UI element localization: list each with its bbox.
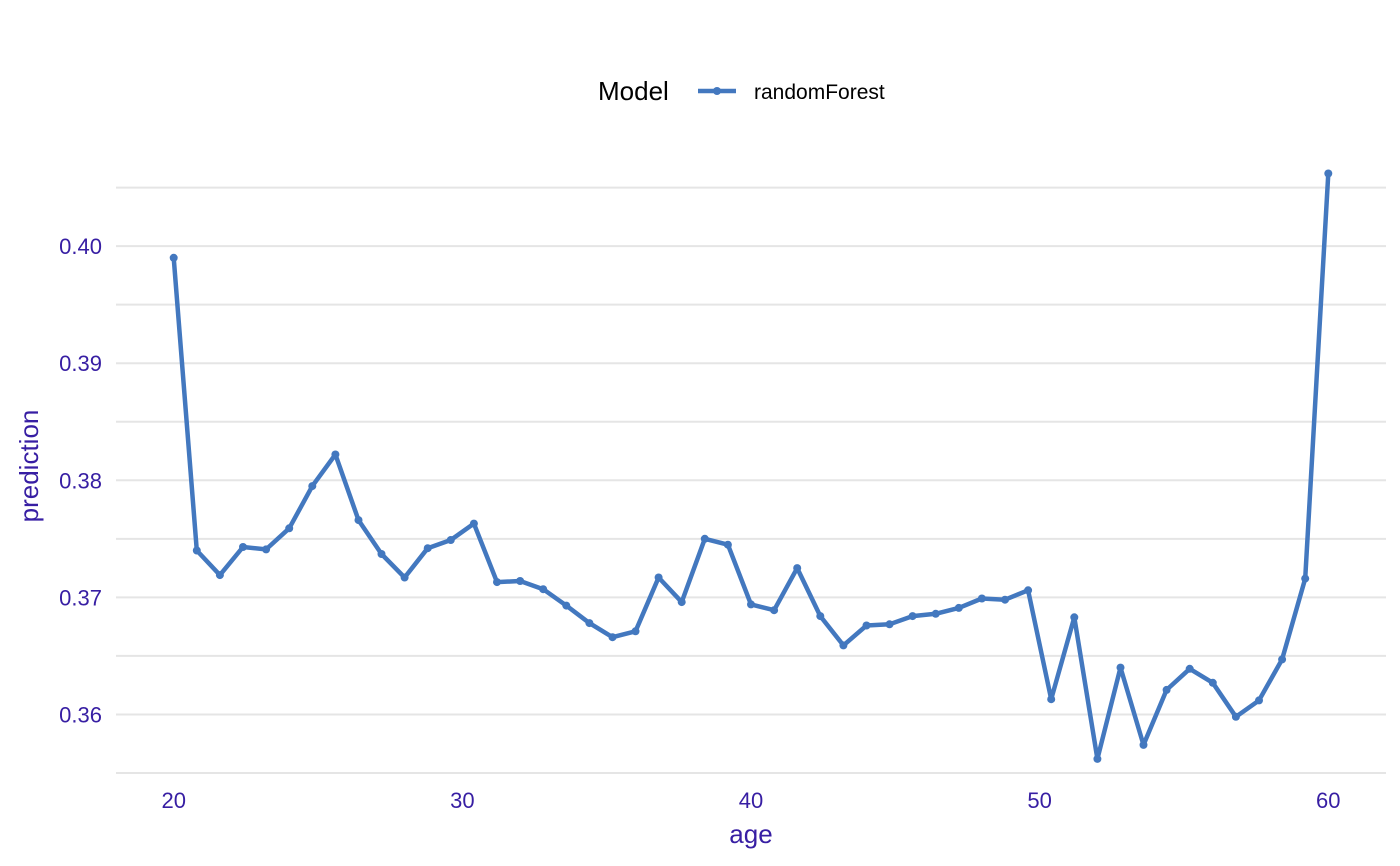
x-axis-ticks: 20 30 40 50 60: [161, 788, 1340, 813]
data-point: [908, 612, 917, 621]
data-point: [862, 621, 871, 630]
data-point: [816, 612, 825, 621]
data-point: [1162, 685, 1171, 694]
data-point: [608, 633, 617, 642]
data-point: [1278, 655, 1287, 664]
x-tick-label: 30: [450, 788, 474, 813]
y-tick-label: 0.39: [59, 351, 102, 376]
x-tick-label: 20: [161, 788, 185, 813]
data-point: [354, 516, 363, 525]
y-axis-ticks: 0.36 0.37 0.38 0.39 0.40: [59, 234, 102, 727]
x-tick-label: 40: [739, 788, 763, 813]
data-point: [1255, 696, 1263, 705]
y-tick-label: 0.38: [59, 468, 102, 493]
series-randomforest: [169, 169, 1333, 763]
data-point: [585, 619, 594, 628]
data-point: [169, 253, 178, 262]
data-point: [285, 524, 294, 533]
data-point: [493, 578, 501, 587]
data-point: [931, 609, 940, 618]
data-point: [331, 450, 340, 459]
data-point: [1231, 712, 1240, 721]
data-point: [308, 482, 317, 491]
data-point: [1024, 586, 1033, 595]
data-point: [770, 606, 779, 615]
grid: [116, 186, 1386, 774]
data-point: [1116, 663, 1125, 672]
series-line: [171, 171, 1331, 762]
data-point: [1047, 695, 1056, 704]
y-tick-label: 0.40: [59, 234, 102, 259]
legend-key-dot: [713, 87, 721, 95]
data-point: [839, 641, 848, 650]
data-point: [700, 534, 709, 543]
data-point: [954, 603, 963, 612]
data-point: [1070, 613, 1079, 622]
legend-label-randomforest: randomForest: [754, 81, 885, 104]
data-point: [654, 573, 663, 582]
data-point: [469, 519, 478, 528]
data-point: [677, 598, 686, 607]
data-point: [239, 543, 247, 551]
data-point: [885, 620, 894, 629]
x-tick-label: 60: [1316, 788, 1340, 813]
x-axis-title: age: [729, 819, 772, 849]
data-point: [1301, 574, 1310, 583]
data-point: [793, 564, 802, 573]
y-tick-label: 0.36: [59, 702, 102, 727]
data-point: [1208, 678, 1217, 687]
data-point: [446, 536, 455, 544]
data-point: [377, 550, 386, 558]
legend-title: Model: [598, 76, 669, 106]
data-point: [562, 601, 571, 610]
data-point: [747, 600, 755, 609]
data-point: [400, 573, 409, 582]
data-point: [1185, 664, 1194, 673]
y-tick-label: 0.37: [59, 585, 102, 610]
x-tick-label: 50: [1027, 788, 1051, 813]
data-point: [262, 545, 271, 554]
data-point: [1139, 740, 1148, 749]
data-point: [1093, 754, 1102, 763]
data-point: [723, 540, 732, 549]
data-point: [977, 594, 986, 603]
data-point: [215, 571, 224, 580]
data-point: [192, 546, 201, 555]
data-point: [1324, 169, 1333, 178]
legend: Model randomForest: [598, 76, 885, 106]
data-point: [423, 544, 432, 553]
y-axis-title: prediction: [14, 410, 44, 523]
data-point: [1001, 595, 1009, 604]
data-point: [516, 577, 525, 585]
data-point: [539, 585, 548, 594]
data-point: [631, 627, 640, 636]
